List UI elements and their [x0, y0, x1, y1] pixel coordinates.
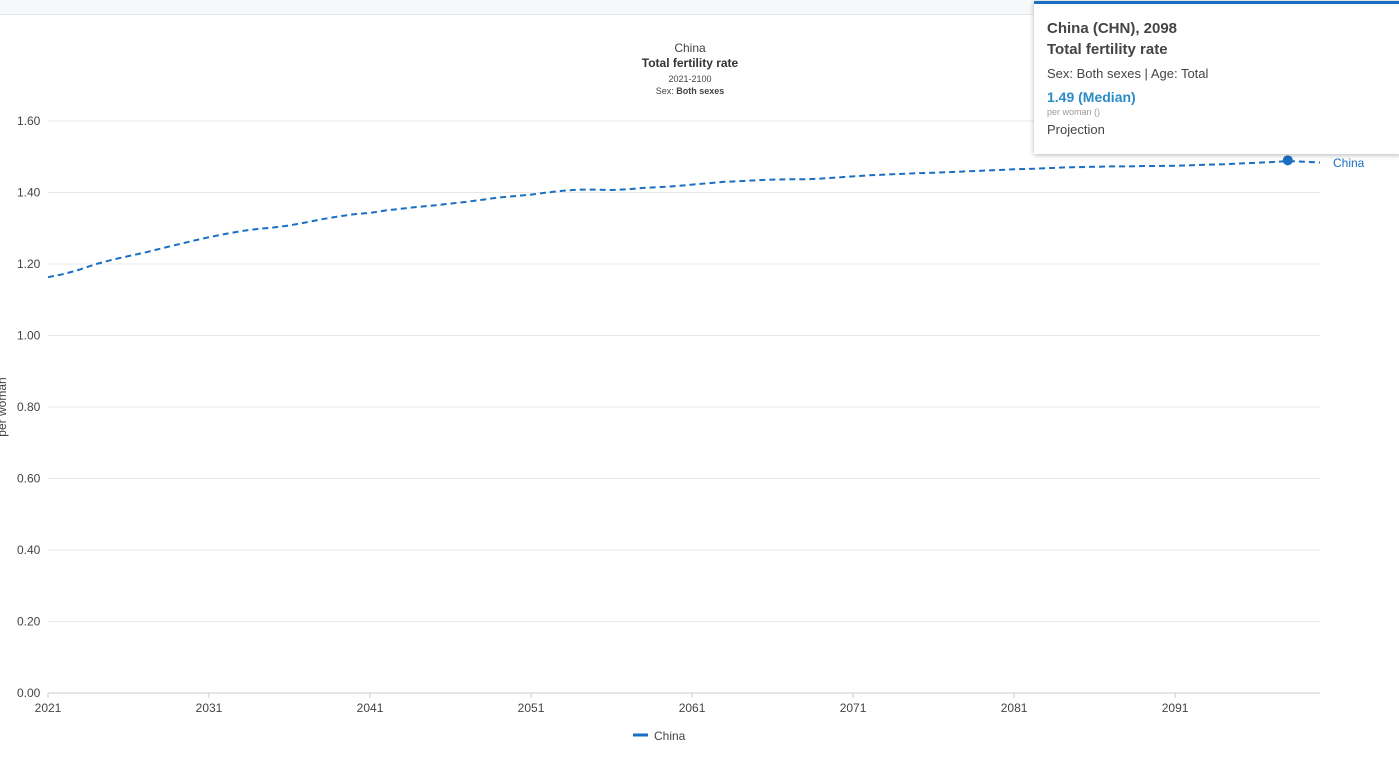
chart-title: Total fertility rate — [642, 56, 739, 70]
y-axis-label: per woman — [0, 377, 9, 436]
y-tick-label: 0.20 — [17, 615, 41, 629]
y-tick-label: 0.00 — [17, 686, 41, 700]
legend-label[interactable]: China — [654, 729, 686, 743]
y-tick-label: 1.40 — [17, 186, 41, 200]
sex-value: Both sexes — [676, 86, 724, 96]
y-tick-label: 0.80 — [17, 400, 41, 414]
series-layer[interactable] — [47, 155, 1321, 279]
x-tick-label: 2061 — [679, 701, 706, 715]
x-tick-label: 2091 — [1162, 701, 1189, 715]
chart-period: 2021-2100 — [668, 74, 711, 84]
tooltip-unit: per woman () — [1047, 107, 1101, 117]
series-end-label: China — [1333, 156, 1365, 170]
highlight-point-2098[interactable] — [1282, 155, 1293, 166]
x-tick-label: 2021 — [35, 701, 62, 715]
series-line-china[interactable] — [47, 159, 1321, 279]
sex-label: Sex: — [656, 86, 674, 96]
y-tick-label: 1.60 — [17, 114, 41, 128]
tooltip-value: 1.49 (Median) — [1047, 89, 1136, 105]
tooltip-title: China (CHN), 2098 — [1047, 20, 1178, 37]
data-point-tooltip: China (CHN), 2098 Total fertility rate S… — [1034, 1, 1399, 154]
chart-titles: China Total fertility rate 2021-2100 Sex… — [642, 41, 739, 96]
x-tick-label: 2041 — [357, 701, 384, 715]
tooltip-dimensions: Sex: Both sexes | Age: Total — [1047, 66, 1209, 81]
x-tick-label: 2071 — [840, 701, 867, 715]
chart-country-heading: China — [674, 41, 706, 55]
y-axis-ticks: 0.00 0.20 0.40 0.60 0.80 1.00 1.20 1.40 1.60 — [17, 114, 41, 700]
x-tick-label: 2081 — [1001, 701, 1028, 715]
tooltip-variant: Projection — [1047, 122, 1105, 137]
y-tick-label: 0.60 — [17, 472, 41, 486]
y-tick-label: 0.40 — [17, 543, 41, 557]
grid-lines — [48, 120, 1320, 694]
y-tick-label: 1.20 — [17, 257, 41, 271]
x-axis-ticks: 2021 2031 2041 2051 2061 2071 2081 2091 — [35, 693, 1189, 715]
x-tick-label: 2051 — [518, 701, 545, 715]
chart-subtitle-sex: Sex: Both sexes — [656, 86, 725, 96]
y-tick-label: 1.00 — [17, 329, 41, 343]
x-tick-label: 2031 — [196, 701, 223, 715]
tooltip-indicator: Total fertility rate — [1047, 41, 1168, 58]
chart-legend[interactable]: China — [633, 729, 686, 743]
